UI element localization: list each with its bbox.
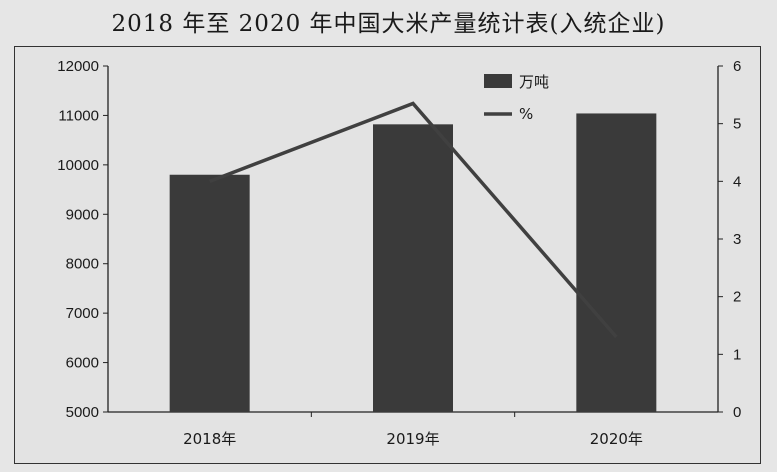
- left-tick-label: 9000: [66, 206, 99, 223]
- left-tick-label: 10000: [57, 157, 99, 174]
- right-tick-label: 1: [733, 346, 741, 363]
- left-tick-label: 11000: [58, 107, 99, 124]
- bar: [576, 113, 657, 413]
- left-tick-label: 5000: [66, 404, 99, 421]
- legend-label-line: %: [519, 105, 533, 123]
- legend-label-bar: 万吨: [519, 73, 549, 91]
- bar: [169, 174, 250, 412]
- right-tick-label: 3: [733, 231, 741, 248]
- right-tick-label: 2: [733, 289, 741, 306]
- left-tick-label: 8000: [66, 256, 99, 273]
- chart-title: 2018 年至 2020 年中国大米产量统计表(入统企业): [111, 11, 666, 37]
- x-tick-label: 2019年: [386, 430, 439, 448]
- right-tick-label: 5: [733, 116, 741, 133]
- left-tick-label: 12000: [57, 58, 99, 75]
- x-tick-label: 2018年: [183, 430, 236, 448]
- right-tick-label: 6: [733, 58, 741, 75]
- left-tick-label: 6000: [66, 355, 99, 372]
- x-tick-label: 2020年: [590, 430, 643, 448]
- right-tick-label: 4: [733, 173, 741, 190]
- bar: [373, 124, 453, 412]
- left-tick-label: 7000: [66, 305, 99, 322]
- right-tick-label: 0: [733, 404, 741, 421]
- legend-swatch-bar: [484, 74, 512, 88]
